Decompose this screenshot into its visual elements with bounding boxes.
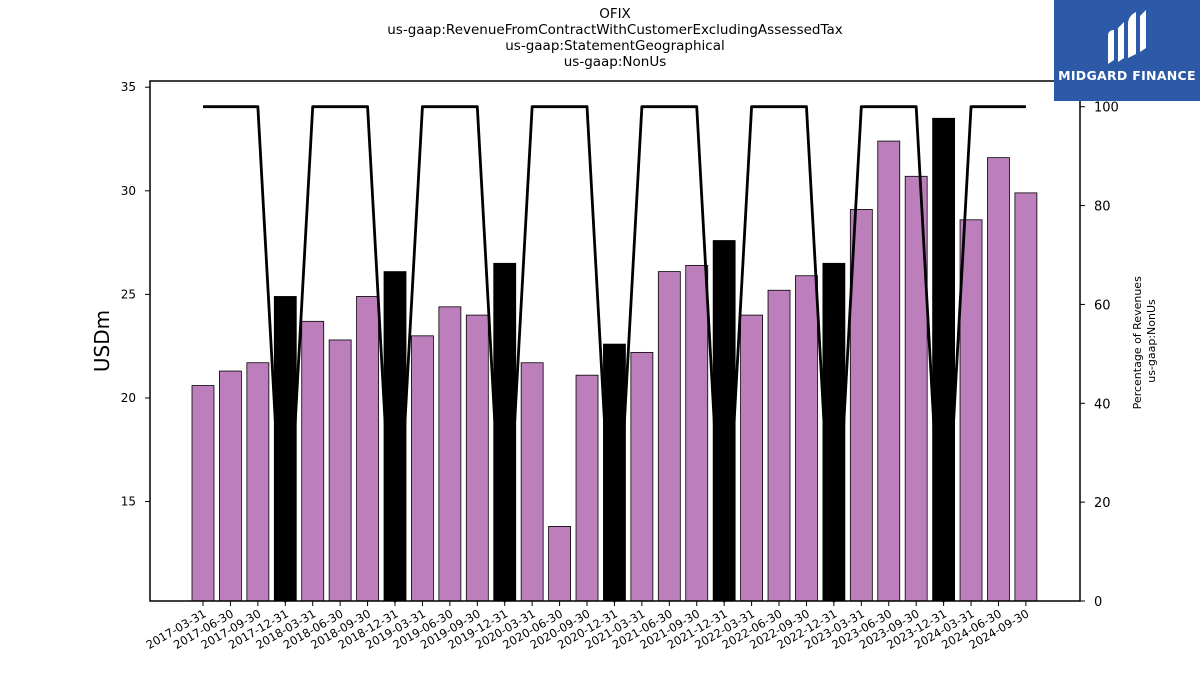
bar-2020-03-31: [520, 362, 544, 602]
bar-2017-06-30: [219, 370, 242, 602]
midgard-logo-icon: [1108, 10, 1146, 64]
y-tick-label-35: 35: [121, 80, 136, 94]
bar-2019-12-31: [493, 262, 517, 602]
y-tick-label-30: 30: [121, 184, 136, 198]
bar-2017-03-31: [191, 385, 215, 602]
bar-2023-06-30: [877, 140, 901, 602]
bar-2021-03-31: [630, 351, 654, 602]
bar-2018-03-31: [301, 320, 325, 602]
title-line-member: us-gaap:NonUs: [563, 54, 667, 70]
bar-2019-03-31: [411, 335, 434, 602]
bar-2017-09-30: [246, 362, 270, 602]
bar-2024-06-30: [987, 157, 1010, 602]
bar-2022-03-31: [740, 314, 763, 602]
y2-tick-label-60: 60: [1094, 298, 1111, 313]
bar-2021-09-30: [685, 264, 709, 602]
chart-title: OFIX us-gaap:RevenueFromContractWithCust…: [150, 6, 1080, 70]
y-tick-label-15: 15: [121, 495, 136, 509]
y-tick-label-20: 20: [121, 391, 136, 405]
bar-2022-06-30: [767, 289, 791, 602]
bar-2022-12-31: [822, 262, 846, 602]
bar-2023-12-31: [932, 117, 956, 602]
y-axis-label: USDm: [90, 310, 114, 372]
title-line-axis: us-gaap:StatementGeographical: [505, 38, 725, 54]
y2-tick-label-0: 0: [1094, 595, 1102, 610]
brand-name: MIDGARD FINANCE: [1058, 68, 1196, 83]
bar-2022-09-30: [795, 275, 818, 602]
bar-2024-09-30: [1014, 192, 1038, 602]
y2-label-line-1: Percentage of Revenues: [1131, 276, 1144, 409]
y-tick-label-25: 25: [121, 287, 136, 301]
title-line-concept: us-gaap:RevenueFromContractWithCustomerE…: [387, 22, 843, 38]
bar-2020-09-30: [575, 374, 599, 602]
bar-2018-09-30: [356, 296, 379, 602]
y2-tick-label-20: 20: [1094, 496, 1111, 511]
y2-tick-label-80: 80: [1094, 200, 1111, 215]
y2-tick-label-100: 100: [1094, 101, 1119, 116]
y2-label-line-2: us-gaap:NonUs: [1145, 299, 1158, 383]
y2-tick-label-40: 40: [1094, 397, 1111, 412]
brand-logo: MIDGARD FINANCE: [1054, 0, 1200, 101]
title-line-ticker: OFIX: [599, 6, 631, 22]
bars-layer: [191, 117, 1038, 602]
bar-2021-06-30: [657, 271, 681, 602]
bar-2024-03-31: [959, 219, 983, 602]
bar-2019-06-30: [438, 306, 462, 602]
bar-2018-06-30: [328, 339, 352, 602]
bar-2019-09-30: [465, 314, 489, 602]
plot-frame: [149, 80, 1081, 602]
bar-2021-12-31: [712, 240, 736, 602]
y2-axis-label: Percentage of Revenues us-gaap:NonUs: [1131, 273, 1158, 410]
bar-2020-06-30: [548, 526, 571, 602]
bar-2018-12-31: [383, 271, 407, 602]
